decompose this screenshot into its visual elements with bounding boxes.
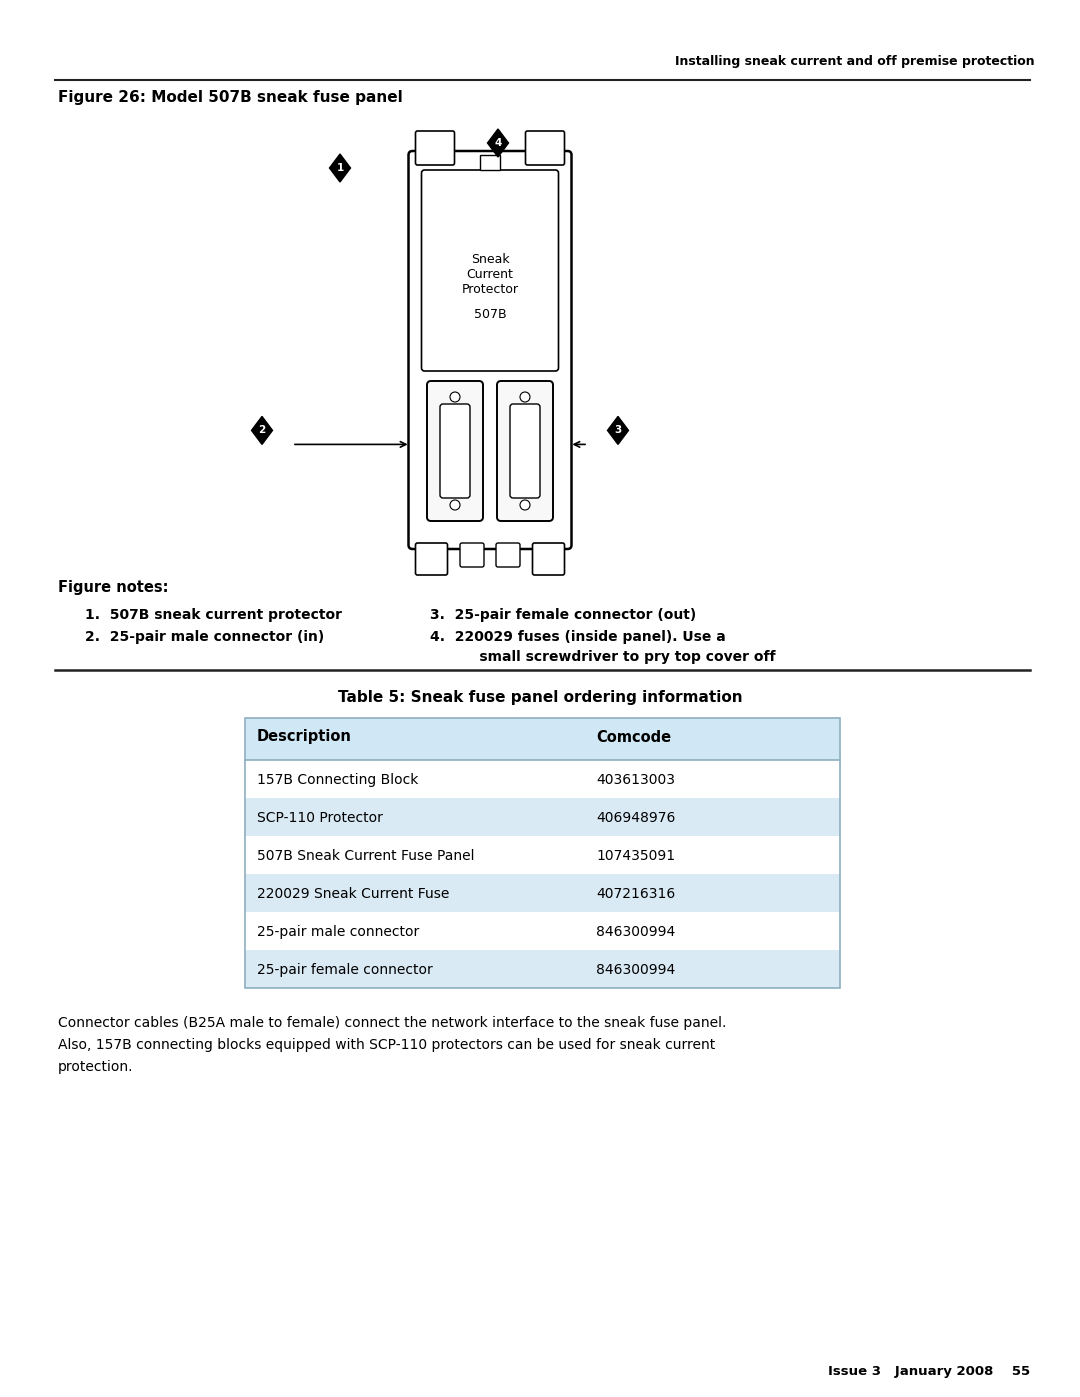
Text: 846300994: 846300994 bbox=[596, 963, 675, 977]
FancyBboxPatch shape bbox=[416, 131, 455, 165]
FancyBboxPatch shape bbox=[460, 543, 484, 567]
Text: 407216316: 407216316 bbox=[596, 887, 675, 901]
Text: 3: 3 bbox=[615, 426, 622, 436]
Text: SCP-110 Protector: SCP-110 Protector bbox=[257, 812, 383, 826]
Circle shape bbox=[450, 393, 460, 402]
Bar bbox=[480, 155, 500, 170]
Bar bbox=[245, 835, 840, 875]
FancyBboxPatch shape bbox=[408, 151, 571, 549]
Text: 157B Connecting Block: 157B Connecting Block bbox=[257, 773, 418, 787]
Bar bbox=[245, 718, 840, 988]
Text: 507B: 507B bbox=[474, 307, 507, 321]
Circle shape bbox=[450, 500, 460, 510]
Polygon shape bbox=[607, 416, 629, 444]
Bar bbox=[245, 950, 840, 988]
FancyBboxPatch shape bbox=[496, 543, 519, 567]
Text: 3.  25-pair female connector (out): 3. 25-pair female connector (out) bbox=[430, 608, 697, 622]
Text: 1: 1 bbox=[336, 163, 343, 173]
Text: 1.  507B sneak current protector: 1. 507B sneak current protector bbox=[85, 608, 342, 622]
FancyBboxPatch shape bbox=[526, 131, 565, 165]
Text: Figure notes:: Figure notes: bbox=[58, 580, 168, 595]
Text: Description: Description bbox=[257, 729, 352, 745]
Text: Sneak
Current
Protector: Sneak Current Protector bbox=[461, 253, 518, 296]
Bar bbox=[245, 912, 840, 950]
Text: Issue 3   January 2008    55: Issue 3 January 2008 55 bbox=[828, 1365, 1030, 1377]
Circle shape bbox=[519, 393, 530, 402]
FancyBboxPatch shape bbox=[421, 170, 558, 372]
Text: 507B Sneak Current Fuse Panel: 507B Sneak Current Fuse Panel bbox=[257, 849, 474, 863]
Text: Figure 26: Model 507B sneak fuse panel: Figure 26: Model 507B sneak fuse panel bbox=[58, 89, 403, 105]
FancyBboxPatch shape bbox=[416, 543, 447, 576]
Text: Table 5: Sneak fuse panel ordering information: Table 5: Sneak fuse panel ordering infor… bbox=[338, 690, 742, 705]
Polygon shape bbox=[487, 129, 509, 156]
Text: 4.  220029 fuses (inside panel). Use a: 4. 220029 fuses (inside panel). Use a bbox=[430, 630, 726, 644]
Text: 2: 2 bbox=[258, 426, 266, 436]
FancyBboxPatch shape bbox=[497, 381, 553, 521]
Text: 25-pair male connector: 25-pair male connector bbox=[257, 925, 419, 939]
FancyBboxPatch shape bbox=[532, 543, 565, 576]
Text: 846300994: 846300994 bbox=[596, 925, 675, 939]
Bar bbox=[245, 798, 840, 835]
Text: 220029 Sneak Current Fuse: 220029 Sneak Current Fuse bbox=[257, 887, 449, 901]
Text: Connector cables (B25A male to female) connect the network interface to the snea: Connector cables (B25A male to female) c… bbox=[58, 1016, 727, 1030]
Text: 2.  25-pair male connector (in): 2. 25-pair male connector (in) bbox=[85, 630, 324, 644]
Bar bbox=[245, 875, 840, 912]
Text: 25-pair female connector: 25-pair female connector bbox=[257, 963, 433, 977]
Bar bbox=[245, 760, 840, 798]
FancyBboxPatch shape bbox=[510, 404, 540, 497]
Circle shape bbox=[519, 500, 530, 510]
Text: Installing sneak current and off premise protection: Installing sneak current and off premise… bbox=[675, 54, 1035, 68]
FancyBboxPatch shape bbox=[440, 404, 470, 497]
Text: 403613003: 403613003 bbox=[596, 773, 675, 787]
Text: small screwdriver to pry top cover off: small screwdriver to pry top cover off bbox=[455, 650, 775, 664]
Text: 406948976: 406948976 bbox=[596, 812, 675, 826]
Text: 4: 4 bbox=[495, 138, 502, 148]
Text: protection.: protection. bbox=[58, 1060, 134, 1074]
Polygon shape bbox=[329, 154, 351, 182]
Polygon shape bbox=[252, 416, 272, 444]
Text: Comcode: Comcode bbox=[596, 729, 672, 745]
Bar bbox=[245, 718, 840, 760]
Text: Also, 157B connecting blocks equipped with SCP-110 protectors can be used for sn: Also, 157B connecting blocks equipped wi… bbox=[58, 1038, 715, 1052]
Text: 107435091: 107435091 bbox=[596, 849, 675, 863]
FancyBboxPatch shape bbox=[427, 381, 483, 521]
